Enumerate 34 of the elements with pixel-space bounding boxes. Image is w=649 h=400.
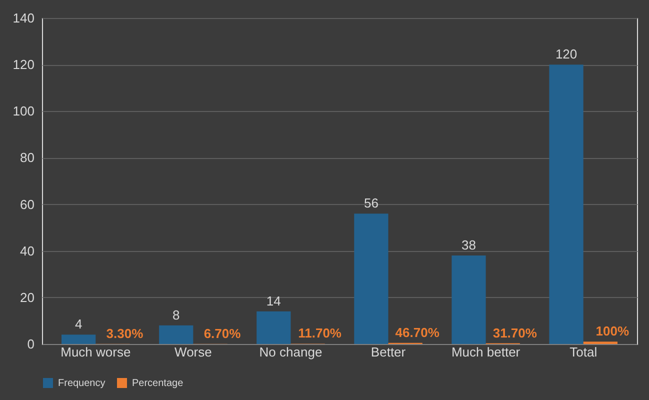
bar [256, 311, 291, 344]
data-label: 8 [172, 307, 180, 322]
x-tick-label: No change [259, 344, 322, 360]
data-label: 31.70% [492, 325, 538, 340]
data-label: 38 [462, 238, 476, 253]
legend-label: Percentage [132, 378, 184, 389]
x-tick-label: Total [570, 344, 598, 360]
data-label: 14 [266, 293, 281, 308]
legend-label: Frequency [58, 378, 106, 389]
bar [549, 64, 584, 344]
x-tick-label: Better [370, 344, 406, 360]
data-label: 4 [74, 316, 82, 332]
data-label: 56 [364, 196, 378, 211]
x-tick-label: Much worse [60, 344, 131, 360]
data-label: 6.70% [204, 326, 242, 341]
y-tick-label: 0 [27, 336, 34, 352]
data-label: 3.30% [106, 326, 144, 341]
bar [62, 334, 96, 344]
y-tick-label: 120 [12, 57, 34, 72]
x-tick-label: Worse [174, 344, 212, 360]
data-label: 120 [555, 46, 578, 62]
y-tick-label: 60 [20, 196, 34, 212]
bar [159, 325, 194, 344]
y-tick-label: 80 [20, 150, 34, 166]
y-tick-label: 140 [12, 10, 34, 26]
data-label: 46.70% [395, 324, 440, 340]
bar [452, 256, 486, 344]
y-tick-label: 40 [20, 243, 34, 258]
x-tick-label: Much better [451, 344, 521, 360]
y-tick-label: 20 [20, 290, 34, 305]
data-label: 100% [596, 324, 630, 339]
data-label: 11.70% [298, 326, 342, 341]
y-tick-label: 100 [12, 104, 34, 119]
bar [354, 214, 388, 344]
